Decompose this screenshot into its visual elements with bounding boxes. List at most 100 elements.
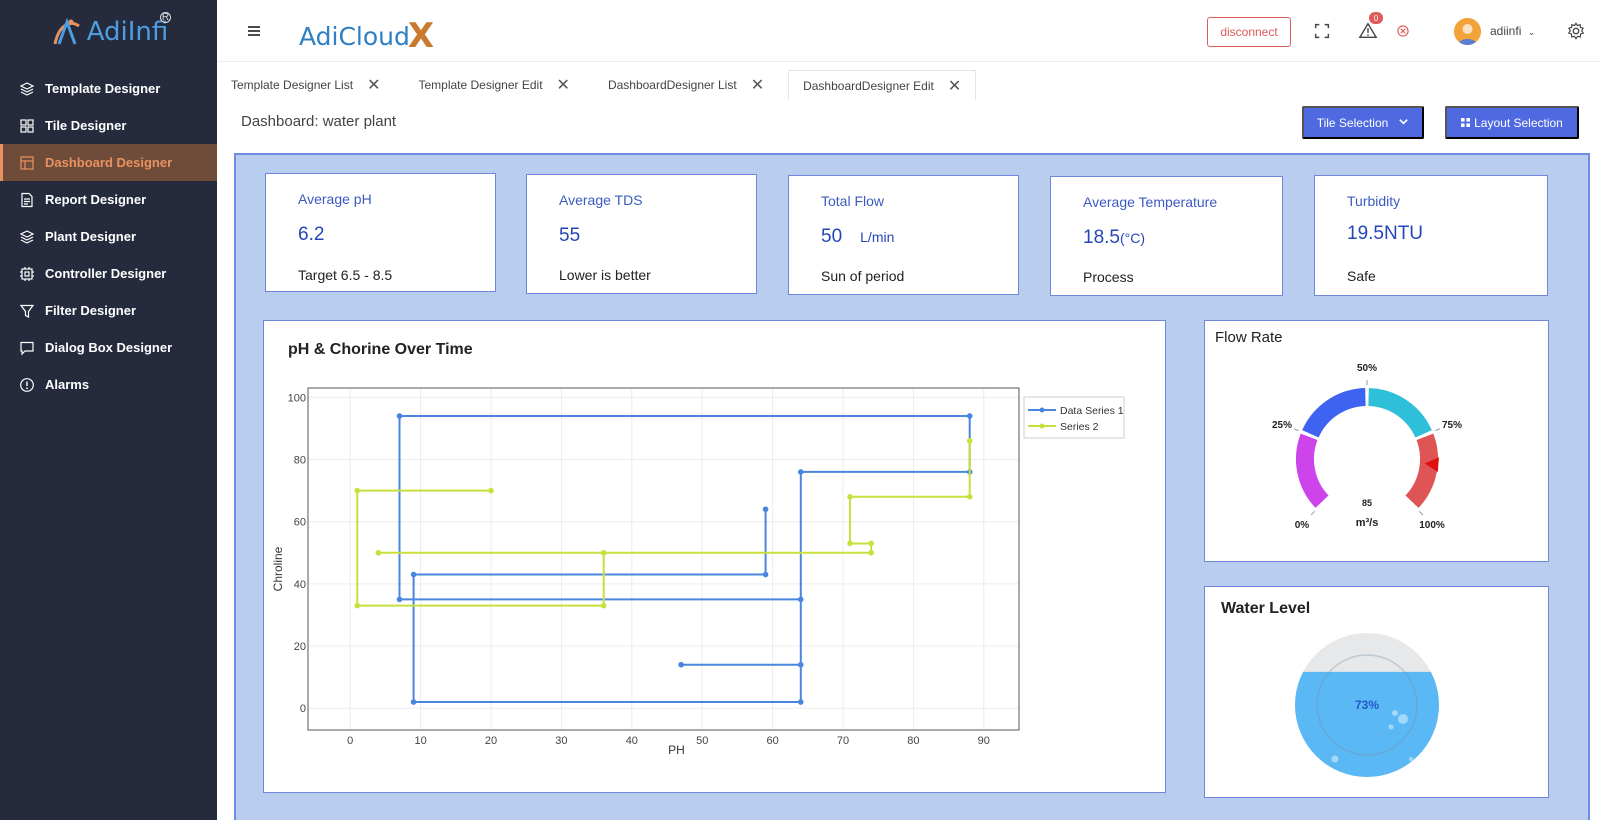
- dashboard-canvas: Average pH 6.2 Target 6.5 - 8.5 Average …: [234, 153, 1590, 820]
- username-label: adiinfi: [1490, 24, 1522, 38]
- kpi-tile-total-flow[interactable]: Total Flow 50 L/min Sun of period: [788, 175, 1019, 295]
- menu-toggle-icon[interactable]: [243, 20, 265, 42]
- y-axis-label: Chroline: [271, 546, 285, 591]
- sidebar-item-label: Controller Designer: [45, 266, 167, 281]
- water-bubble: [1331, 755, 1339, 763]
- data-point[interactable]: [488, 487, 494, 494]
- gauge-segment: [1296, 433, 1329, 508]
- chip-icon: [19, 266, 35, 282]
- chart-panel[interactable]: pH & Chorine Over Time 0 10 20 30 40 50 60 70 80…: [263, 320, 1166, 793]
- brand-logo[interactable]: AdiCloudX: [299, 14, 434, 56]
- data-point[interactable]: [396, 413, 403, 419]
- x-tick-label: 80: [907, 735, 919, 747]
- kpi-title: Average Temperature: [1083, 194, 1218, 210]
- tile-selection-button[interactable]: Tile Selection: [1302, 106, 1424, 139]
- sidebar-item-alarms[interactable]: Alarms: [0, 366, 217, 403]
- series-line-1[interactable]: [398, 415, 971, 703]
- line-chart[interactable]: 0 10 20 30 40 50 60 70 80 90 0 20 40 60 80 100 PH Chrolin…: [264, 321, 1167, 794]
- water-level-panel[interactable]: Water Level 73%: [1204, 586, 1549, 798]
- data-point[interactable]: [354, 487, 361, 494]
- x-tick-label: 60: [766, 735, 778, 747]
- data-point[interactable]: [396, 596, 403, 603]
- fullscreen-icon[interactable]: [1311, 20, 1333, 42]
- tab-dashboarddesigner-list[interactable]: DashboardDesigner List ✕: [594, 70, 778, 100]
- tab-label: DashboardDesigner Edit: [803, 78, 934, 93]
- close-icon[interactable]: ✕: [556, 77, 570, 94]
- data-point[interactable]: [410, 571, 417, 578]
- chart-legend: Data Series 1 Series 2: [1023, 396, 1125, 439]
- logo-text: AdiInfi: [86, 17, 169, 47]
- data-point[interactable]: [762, 571, 769, 578]
- sidebar-item-controller-designer[interactable]: Controller Designer: [0, 255, 217, 292]
- data-point[interactable]: [600, 602, 607, 609]
- kpi-value-number: 55: [559, 225, 581, 246]
- warning-icon[interactable]: [1357, 20, 1379, 42]
- user-menu[interactable]: adiinfi ⌄: [1490, 24, 1535, 38]
- layout-selection-button[interactable]: Layout Selection: [1445, 106, 1579, 139]
- close-icon[interactable]: ✕: [750, 77, 765, 94]
- kpi-tile-average-ph[interactable]: Average pH 6.2 Target 6.5 - 8.5: [265, 173, 496, 292]
- data-point[interactable]: [354, 602, 361, 609]
- y-tick-label: 60: [294, 517, 306, 529]
- flow-rate-panel[interactable]: Flow Rate 0% 25% 50% 75% 100% 85 m³/s: [1204, 320, 1549, 562]
- sidebar-item-label: Report Designer: [45, 192, 147, 207]
- sidebar-item-label: Filter Designer: [45, 303, 137, 318]
- tab-template-designer-list[interactable]: Template Designer List ✕: [217, 70, 394, 100]
- sidebar-item-label: Plant Designer: [45, 229, 137, 244]
- water-bubble: [1388, 724, 1394, 730]
- legend-label: Data Series 1: [1060, 405, 1124, 417]
- kpi-tile-average-temperature[interactable]: Average Temperature 18.5(°C) Process: [1050, 176, 1283, 296]
- data-point[interactable]: [375, 549, 382, 556]
- sidebar-item-dialog-box-designer[interactable]: Dialog Box Designer: [0, 329, 217, 366]
- disconnect-button[interactable]: disconnect: [1207, 17, 1291, 47]
- close-icon[interactable]: ✕: [947, 77, 962, 95]
- data-point[interactable]: [966, 438, 973, 444]
- sidebar-item-dashboard-designer[interactable]: Dashboard Designer: [0, 144, 217, 181]
- layers-icon: [19, 81, 35, 97]
- data-point[interactable]: [966, 413, 973, 419]
- top-bar: AdiCloudX disconnect 0 adiinfi ⌄: [217, 0, 1600, 62]
- data-point[interactable]: [868, 549, 874, 556]
- data-point[interactable]: [410, 699, 417, 705]
- gauge-segment: [1302, 388, 1367, 438]
- data-point[interactable]: [847, 540, 853, 547]
- data-point[interactable]: [600, 549, 607, 556]
- kpi-tile-average-tds[interactable]: Average TDS 55 Lower is better: [526, 174, 757, 294]
- avatar[interactable]: [1454, 18, 1481, 45]
- kpi-title: Average TDS: [559, 192, 643, 208]
- sidebar-item-label: Dialog Box Designer: [45, 340, 173, 355]
- close-icon[interactable]: ✕: [367, 77, 381, 94]
- x-tick-label: 10: [415, 735, 427, 747]
- grid-icon: [1461, 116, 1471, 130]
- series-line-2[interactable]: [356, 440, 971, 607]
- data-point[interactable]: [678, 661, 684, 668]
- sidebar-item-plant-designer[interactable]: Plant Designer: [0, 218, 217, 255]
- sidebar-item-report-designer[interactable]: Report Designer: [0, 181, 217, 218]
- gauge-value: 85: [1362, 498, 1372, 508]
- adiinfi-logo-icon: [49, 14, 85, 50]
- data-point[interactable]: [966, 494, 973, 500]
- gear-icon[interactable]: [1565, 20, 1587, 42]
- data-point[interactable]: [762, 506, 769, 513]
- data-point[interactable]: [797, 661, 804, 668]
- sidebar-item-label: Tile Designer: [45, 118, 127, 133]
- gauge-segment: [1367, 388, 1432, 438]
- data-point[interactable]: [797, 699, 804, 705]
- water-bubble: [1392, 710, 1398, 716]
- data-point[interactable]: [868, 540, 874, 547]
- sidebar-item-template-designer[interactable]: Template Designer: [0, 70, 217, 107]
- sidebar-item-tile-designer[interactable]: Tile Designer: [0, 107, 217, 144]
- data-point[interactable]: [797, 596, 804, 603]
- data-point[interactable]: [797, 469, 804, 475]
- kpi-value: 55: [559, 225, 580, 247]
- app-logo[interactable]: AdiInfi R: [0, 0, 217, 64]
- sidebar-item-filter-designer[interactable]: Filter Designer: [0, 292, 217, 329]
- kpi-tile-turbidity[interactable]: Turbidity 19.5NTU Safe: [1314, 175, 1548, 296]
- plot-area: [307, 387, 1020, 731]
- kpi-value-number: 6.2: [298, 224, 325, 245]
- legend-box: [1023, 396, 1125, 439]
- connection-error-icon[interactable]: [1392, 20, 1414, 42]
- data-point[interactable]: [847, 494, 853, 500]
- tab-dashboarddesigner-edit[interactable]: DashboardDesigner Edit ✕: [788, 70, 977, 100]
- tab-template-designer-edit[interactable]: Template Designer Edit ✕: [404, 70, 583, 100]
